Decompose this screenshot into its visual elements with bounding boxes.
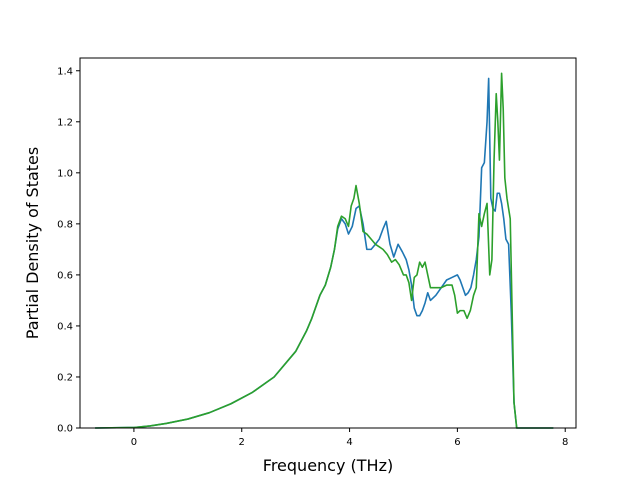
x-tick-label: 4 (346, 437, 352, 448)
y-tick-label: 1.4 (57, 66, 73, 77)
x-axis-ticks: 0 2 4 6 8 (131, 428, 568, 448)
y-axis-ticks: 0.0 0.2 0.4 0.6 0.8 1.0 1.2 1.4 (57, 66, 80, 435)
plot-area (95, 72, 554, 429)
x-axis-label: Frequency (THz) (263, 456, 393, 475)
y-tick-label: 1.2 (57, 117, 73, 128)
y-tick-label: 0.4 (57, 321, 73, 332)
y-tick-label: 0.0 (57, 424, 73, 435)
x-tick-label: 2 (239, 437, 245, 448)
axes-frame (79, 57, 577, 429)
y-axis-label: Partial Density of States (23, 147, 42, 339)
y-tick-label: 1.0 (57, 168, 73, 179)
series-line-2 (95, 72, 554, 429)
x-tick-label: 6 (454, 437, 460, 448)
y-tick-label: 0.8 (57, 219, 73, 230)
y-tick-label: 0.2 (57, 372, 73, 383)
y-tick-label: 0.6 (57, 270, 73, 281)
x-tick-label: 0 (131, 437, 137, 448)
x-tick-label: 8 (562, 437, 568, 448)
